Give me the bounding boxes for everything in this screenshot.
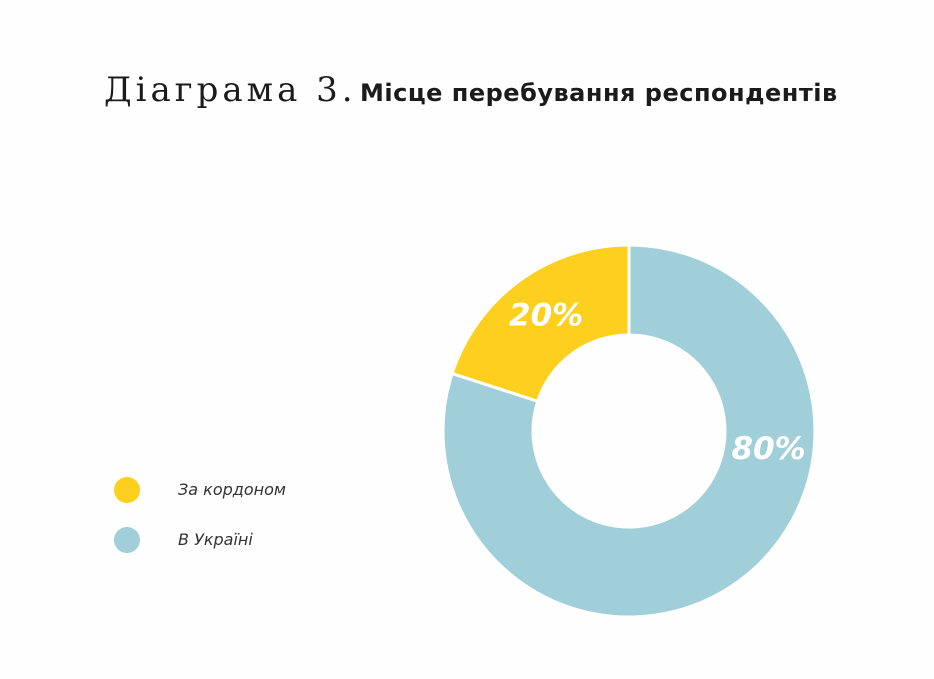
data-label-ukraine: 80%: [732, 431, 806, 467]
legend-item-abroad: За кордоном: [114, 476, 374, 504]
data-label-abroad: 20%: [509, 297, 583, 333]
chart-number: Діаграма 3.: [104, 70, 357, 110]
chart-title: Місце перебування респондентів: [360, 79, 838, 107]
legend-item-ukraine: В Україні: [114, 526, 374, 554]
legend-label-ukraine: В Україні: [178, 530, 253, 549]
legend-swatch-abroad: [114, 477, 140, 503]
legend-label-abroad: За кордоном: [178, 480, 286, 499]
donut-slice-abroad: [450, 243, 631, 404]
donut-slice-ukraine: [441, 243, 817, 619]
legend-swatch-ukraine: [114, 527, 140, 553]
